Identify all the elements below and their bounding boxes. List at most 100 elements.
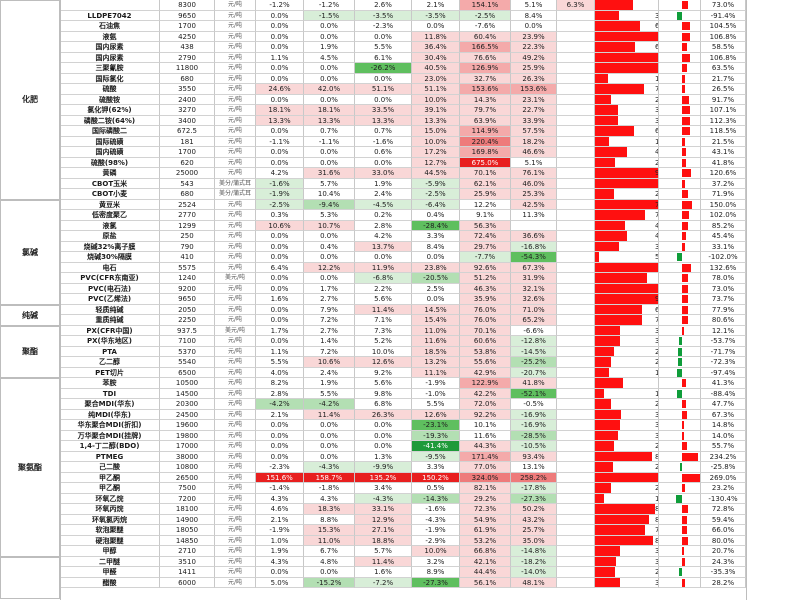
product-name: 二甲醚: [60, 556, 160, 567]
price-value: 250: [160, 231, 215, 242]
product-name: 甲醛: [60, 567, 160, 578]
deviation-bar: [659, 577, 701, 588]
price-value: 438: [160, 42, 215, 53]
change-cell: [557, 525, 595, 536]
product-name: 低密度聚乙: [60, 210, 160, 221]
change-cell: [557, 21, 595, 32]
price-unit: 元/吨: [215, 220, 256, 231]
deviation-bar: [659, 294, 701, 305]
deviation-bar: [659, 420, 701, 431]
change-cell: 5.6%: [355, 294, 412, 305]
deviation-value: 106.8%: [701, 52, 746, 63]
change-cell: 67.3%: [511, 262, 557, 273]
deviation-value: 14.0%: [701, 430, 746, 441]
change-cell: -27.3%: [412, 577, 460, 588]
percentile-bar: 27.8%: [595, 157, 659, 168]
change-cell: [557, 147, 595, 158]
change-cell: -1.2%: [256, 0, 304, 11]
deviation-bar: [659, 94, 701, 105]
percentile-label: 26.0%: [655, 462, 658, 472]
change-cell: -2.9%: [412, 535, 460, 546]
change-cell: 0.0%: [256, 63, 304, 74]
deviation-value: 107.1%: [701, 105, 746, 116]
change-cell: -1.0%: [412, 388, 460, 399]
change-cell: 0.0%: [304, 420, 355, 431]
change-cell: 9.1%: [460, 210, 511, 221]
percentile-bar-fill: [595, 0, 633, 10]
change-cell: 53.2%: [460, 535, 511, 546]
table-row: 硬泡聚醚 14850 元/吨 1.0% 11.0% 18.8% -2.9% 53.2% 35.0…: [60, 535, 746, 546]
change-cell: 8.4%: [511, 10, 557, 21]
table-row: 环氧乙烷 7200 元/吨 4.3% 4.3% -4.3% -14.3% 29.2% -27.3…: [60, 493, 746, 504]
deviation-value: 63.5%: [701, 63, 746, 74]
table-row: 电石 5575 元/吨 6.4% 12.2% 11.9% 23.8% 92.6% 67.3% 13…: [60, 262, 746, 273]
change-cell: 23.1%: [511, 94, 557, 105]
price-value: 8300: [160, 0, 215, 11]
change-cell: 0.0%: [256, 21, 304, 32]
table-row: 甲乙酮 26500 元/吨 151.6% 158.7% 135.2% 150.2% 324.0…: [60, 472, 746, 483]
deviation-bar: [659, 357, 701, 368]
change-cell: 63.9%: [460, 115, 511, 126]
change-cell: 0.0%: [304, 147, 355, 158]
change-cell: -15.2%: [304, 577, 355, 588]
change-cell: 13.3%: [412, 115, 460, 126]
change-cell: -25.2%: [511, 357, 557, 368]
price-value: 2050: [160, 304, 215, 315]
percentile-bar: 63.1%: [595, 126, 659, 137]
deviation-bar: [659, 231, 701, 242]
percentile-label: 34.8%: [655, 242, 658, 252]
change-cell: [557, 126, 595, 137]
change-cell: [557, 252, 595, 263]
change-cell: 1.9%: [304, 42, 355, 53]
deviation-bar: [659, 31, 701, 42]
product-name: 重质纯碱: [60, 315, 160, 326]
deviation-bar: [659, 283, 701, 294]
change-cell: -2.3%: [355, 21, 412, 32]
change-cell: 48.1%: [511, 577, 557, 588]
percentile-bar-fill: [595, 556, 617, 567]
price-unit: 元/吨: [215, 210, 256, 221]
change-cell: 23.8%: [412, 262, 460, 273]
deviation-bar: [659, 567, 701, 578]
price-unit: 元/吨: [215, 535, 256, 546]
price-unit: 元/吨: [215, 94, 256, 105]
deviation-value: 21.7%: [701, 73, 746, 84]
change-cell: 0.0%: [355, 73, 412, 84]
deviation-bar-positive: [681, 452, 698, 461]
change-cell: 25.3%: [511, 189, 557, 200]
table-row: 乙二醇 5540 元/吨 5.5% 10.6% 12.6% 13.2% 55.6% -25.2%…: [60, 357, 746, 368]
change-cell: 22.3%: [511, 42, 557, 53]
change-cell: 26.3%: [511, 73, 557, 84]
percentile-bar-fill: [595, 168, 658, 178]
percentile-bar-fill: [595, 577, 621, 588]
change-cell: 31.6%: [304, 168, 355, 179]
change-cell: 5.5%: [355, 42, 412, 53]
change-cell: [557, 241, 595, 252]
deviation-value: 102.0%: [701, 210, 746, 221]
price-unit: 元/吨: [215, 126, 256, 137]
price-unit: 元/吨: [215, 378, 256, 389]
change-cell: 42.0%: [304, 84, 355, 95]
price-value: 1411: [160, 567, 215, 578]
price-unit: 元/吨: [215, 388, 256, 399]
percentile-bar: 37.4%: [595, 336, 659, 347]
change-cell: 12.2%: [304, 262, 355, 273]
deviation-value: 73.0%: [701, 0, 746, 11]
change-cell: 2.7%: [304, 294, 355, 305]
price-value: 14500: [160, 388, 215, 399]
percentile-bar-fill: [595, 157, 616, 168]
change-cell: [557, 493, 595, 504]
product-name: PX(华东地区): [60, 336, 160, 347]
deviation-bar: [659, 483, 701, 494]
change-cell: 29.2%: [460, 493, 511, 504]
change-cell: -1.9%: [256, 525, 304, 536]
table-row: 烧碱32%离子膜 790 元/吨 0.0% 0.4% 13.7% 8.4% 29.7% -16.…: [60, 241, 746, 252]
product-name: 黄豆米: [60, 199, 160, 210]
percentile-label: 30.4%: [655, 11, 658, 21]
change-cell: -14.5%: [511, 346, 557, 357]
deviation-bar: [659, 546, 701, 557]
change-cell: -1.9%: [412, 378, 460, 389]
change-cell: 0.7%: [355, 126, 412, 137]
